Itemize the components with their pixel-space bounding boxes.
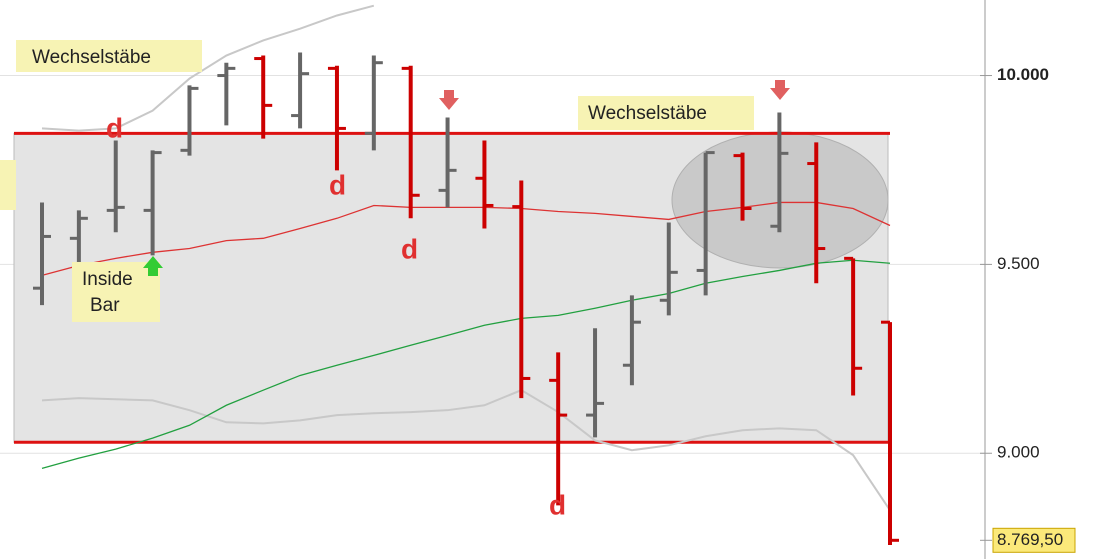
indicator-line [41, 4, 375, 132]
annotation: Wechselstäbe [588, 103, 707, 124]
annotation: Bar [90, 295, 120, 316]
annotation: Wechselstäbe [32, 47, 151, 68]
last-price-box [992, 527, 1076, 553]
y-tick-label: 9.500 [997, 254, 1040, 273]
indicator-line [41, 259, 891, 469]
indicator-line [41, 389, 891, 511]
note-box [16, 40, 202, 72]
note-box [0, 160, 16, 210]
down-arrow [770, 80, 790, 100]
d-marker: d [549, 489, 566, 520]
note-box [72, 262, 160, 322]
y-tick-label: 10.000 [997, 65, 1049, 84]
y-tick-label: 9.000 [997, 443, 1040, 462]
last-price-label: 8.769,50 [997, 530, 1063, 549]
note-box [578, 96, 754, 130]
d-marker: d [106, 112, 123, 143]
d-marker: d [401, 233, 418, 264]
down-arrow [439, 90, 459, 110]
d-marker: d [329, 169, 346, 200]
indicator-line [41, 201, 891, 276]
up-arrow [143, 256, 163, 276]
annotation: Inside [82, 269, 133, 290]
